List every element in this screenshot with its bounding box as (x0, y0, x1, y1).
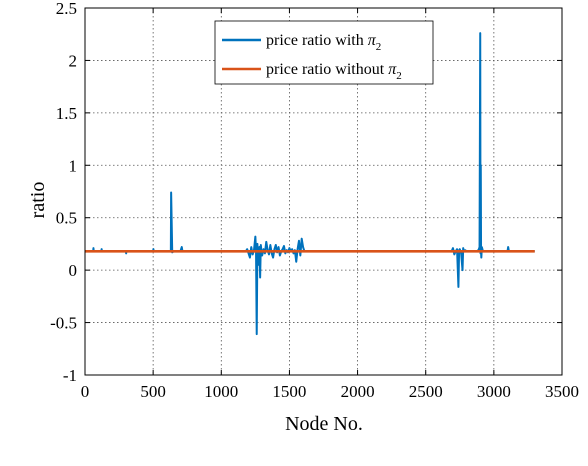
y-axis-label: ratio (27, 182, 49, 219)
x-tick-label: 3000 (477, 382, 511, 401)
legend-label-2: price ratio without π2 (266, 61, 402, 82)
tick-layer: 0 500 1000 1500 2000 2500 3000 3500 -1 -0.5 0 0.5 1 1… (50, 0, 579, 401)
legend-label-text: price ratio with (266, 32, 368, 49)
x-tick-label: 1500 (272, 382, 306, 401)
y-tick-label: 1.5 (56, 104, 77, 123)
x-tick-label: 2000 (341, 382, 375, 401)
y-tick-label: -0.5 (50, 314, 77, 333)
legend-label-1: price ratio with π2 (266, 32, 381, 53)
x-tick-label: 2500 (409, 382, 443, 401)
legend-label-symbol: π (368, 32, 377, 49)
x-tick-label: 1000 (204, 382, 238, 401)
y-tick-label: 2.5 (56, 0, 77, 18)
plot-frame (84, 7, 563, 376)
legend-label-subscript: 2 (376, 41, 382, 53)
y-tick-label: 2 (69, 51, 78, 70)
x-tick-label: 0 (81, 382, 90, 401)
x-tick-label: 3500 (545, 382, 579, 401)
legend-label-symbol: π (388, 61, 397, 78)
y-tick-label: 0 (69, 261, 78, 280)
y-tick-label: 1 (69, 156, 78, 175)
y-tick-label: -1 (63, 366, 77, 385)
x-tick-label: 500 (140, 382, 166, 401)
legend-label-text: price ratio without (266, 61, 388, 78)
x-axis-label: Node No. (285, 413, 363, 435)
series-layer (85, 32, 535, 336)
legend-label-subscript: 2 (396, 70, 402, 82)
legend-box (214, 20, 434, 85)
y-tick-label: 0.5 (56, 209, 77, 228)
